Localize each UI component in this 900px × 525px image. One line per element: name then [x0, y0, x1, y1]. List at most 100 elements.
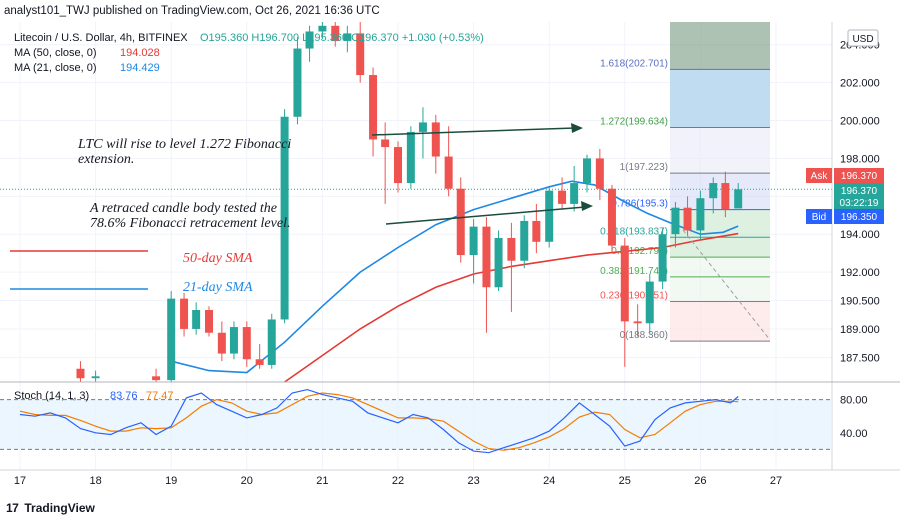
- candle-down: [608, 189, 616, 246]
- candle-down: [256, 359, 264, 365]
- candle-down: [684, 208, 692, 231]
- stoch-tick-label: 40.00: [840, 428, 868, 440]
- fib-zone: [670, 173, 770, 209]
- fib-level-label: 1.618(202.701): [600, 58, 668, 69]
- ma21-legend-value: 194.429: [120, 62, 160, 74]
- time-tick-label: 18: [89, 475, 101, 487]
- fib-level-label: 0.382(191.746): [600, 266, 668, 277]
- price-tick-label: 198.000: [840, 153, 880, 165]
- tradingview-brand[interactable]: TradingView: [24, 501, 94, 515]
- note-fib-extension-line1: LTC will rise to level 1.272 Fibonacci: [77, 137, 291, 152]
- fib-level-label: 0.786(195.3): [611, 199, 668, 210]
- candle-down: [369, 75, 377, 139]
- time-tick-label: 27: [770, 475, 782, 487]
- price-tick-label: 192.000: [840, 267, 880, 279]
- candle-up: [92, 376, 100, 378]
- candle-down: [596, 158, 604, 188]
- candle-up: [470, 227, 478, 255]
- candle-up: [293, 49, 301, 117]
- candle-up: [192, 310, 200, 329]
- time-axis[interactable]: 17 18 19 20 21 22 23 24 25 26 27: [14, 475, 782, 487]
- ma50-legend-label[interactable]: MA (50, close, 0): [14, 47, 97, 59]
- candle-down: [532, 221, 540, 242]
- time-tick-label: 17: [14, 475, 26, 487]
- note-retracement-line1: A retraced candle body tested the: [89, 201, 277, 216]
- price-tick-label: 190.500: [840, 296, 880, 308]
- stoch-tick-label: 80.00: [840, 395, 868, 407]
- candle-up: [709, 183, 717, 198]
- time-tick-label: 22: [392, 475, 404, 487]
- candle-down: [457, 189, 465, 255]
- tradingview-logo-icon[interactable]: 17: [6, 501, 18, 515]
- ohlc-values: O195.360 H196.700 L195.360 C196.370 +1.0…: [200, 32, 484, 44]
- time-tick-label: 19: [165, 475, 177, 487]
- candle-countdown: 03:22:19: [840, 198, 879, 209]
- fib-zone: [670, 237, 770, 257]
- fib-zone: [670, 301, 770, 341]
- fib-level-label: 0.236(190.451): [600, 290, 668, 301]
- candle-up: [570, 183, 578, 204]
- time-tick-label: 20: [241, 475, 253, 487]
- candle-down: [445, 157, 453, 189]
- sma50-label: 50-day SMA: [183, 251, 253, 266]
- stoch-d-value: 77.47: [146, 390, 174, 402]
- candle-up: [696, 198, 704, 230]
- candle-down: [482, 227, 490, 288]
- stoch-band-fill: [0, 400, 832, 450]
- price-tick-label: 189.000: [840, 324, 880, 336]
- fib-zone: [670, 257, 770, 277]
- fib-level-label: 1(197.223): [620, 162, 668, 173]
- candle-down: [180, 299, 188, 329]
- candle-down: [76, 369, 84, 378]
- candle-down: [243, 327, 251, 359]
- candle-up: [230, 327, 238, 354]
- price-tick-label: 202.000: [840, 78, 880, 90]
- bid-value: 196.350: [841, 212, 878, 223]
- bid-label: Bid: [812, 212, 826, 223]
- time-tick-label: 26: [694, 475, 706, 487]
- candle-up: [318, 26, 326, 32]
- candle-down: [394, 147, 402, 183]
- candle-down: [634, 321, 642, 323]
- sma21-label: 21-day SMA: [183, 280, 253, 295]
- time-tick-label: 25: [619, 475, 631, 487]
- candle-up: [407, 132, 415, 183]
- ma21-legend-label[interactable]: MA (21, close, 0): [14, 62, 97, 74]
- ask-label: Ask: [811, 171, 829, 182]
- candle-down: [432, 122, 440, 156]
- candle-up: [659, 234, 667, 281]
- stoch-legend-label[interactable]: Stoch (14, 1, 3): [14, 390, 89, 402]
- stoch-k-value: 83.76: [110, 390, 138, 402]
- note-retracement-line2: 78.6% Fibonacci retracement level.: [90, 216, 290, 231]
- currency-label: USD: [852, 34, 873, 45]
- candle-down: [621, 246, 629, 322]
- candle-up: [419, 122, 427, 131]
- symbol-title[interactable]: Litecoin / U.S. Dollar, 4h, BITFINEX: [14, 32, 188, 44]
- candle-up: [583, 158, 591, 183]
- candle-down: [507, 238, 515, 261]
- fib-zone: [670, 127, 770, 173]
- footer: 17 TradingView: [6, 501, 95, 515]
- ma50-legend-value: 194.028: [120, 47, 160, 59]
- note-fib-extension-line2: extension.: [78, 152, 134, 167]
- time-tick-label: 23: [467, 475, 479, 487]
- candle-down: [152, 376, 160, 380]
- candle-up: [495, 238, 503, 287]
- fib-zone: [670, 22, 770, 69]
- price-tick-label: 200.000: [840, 116, 880, 128]
- candle-up: [520, 221, 528, 261]
- candle-down: [381, 139, 389, 147]
- candle-down: [218, 333, 226, 354]
- time-tick-label: 21: [316, 475, 328, 487]
- price-tick-label: 187.500: [840, 352, 880, 364]
- candle-up: [545, 191, 553, 242]
- ask-value: 196.370: [841, 171, 878, 182]
- fib-level-label: 0(188.360): [620, 330, 668, 341]
- fib-zone: [670, 277, 770, 302]
- fib-level-label: 1.272(199.634): [600, 116, 668, 127]
- time-tick-label: 24: [543, 475, 555, 487]
- candle-down: [721, 183, 729, 210]
- candle-up: [646, 282, 654, 324]
- fib-zone: [670, 69, 770, 127]
